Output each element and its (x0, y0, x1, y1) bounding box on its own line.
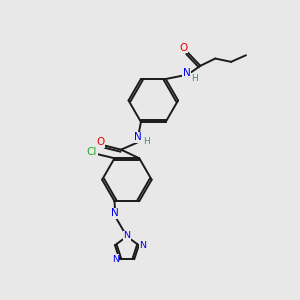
Text: N: N (183, 68, 190, 78)
Text: N: N (123, 231, 130, 240)
Text: H: H (143, 137, 150, 146)
Text: N: N (112, 255, 119, 264)
Text: O: O (180, 43, 188, 53)
Text: Cl: Cl (87, 147, 97, 157)
Text: N: N (140, 241, 147, 250)
Text: N: N (134, 132, 142, 142)
Text: O: O (96, 137, 104, 147)
Text: H: H (191, 74, 198, 82)
Text: N: N (111, 208, 119, 218)
